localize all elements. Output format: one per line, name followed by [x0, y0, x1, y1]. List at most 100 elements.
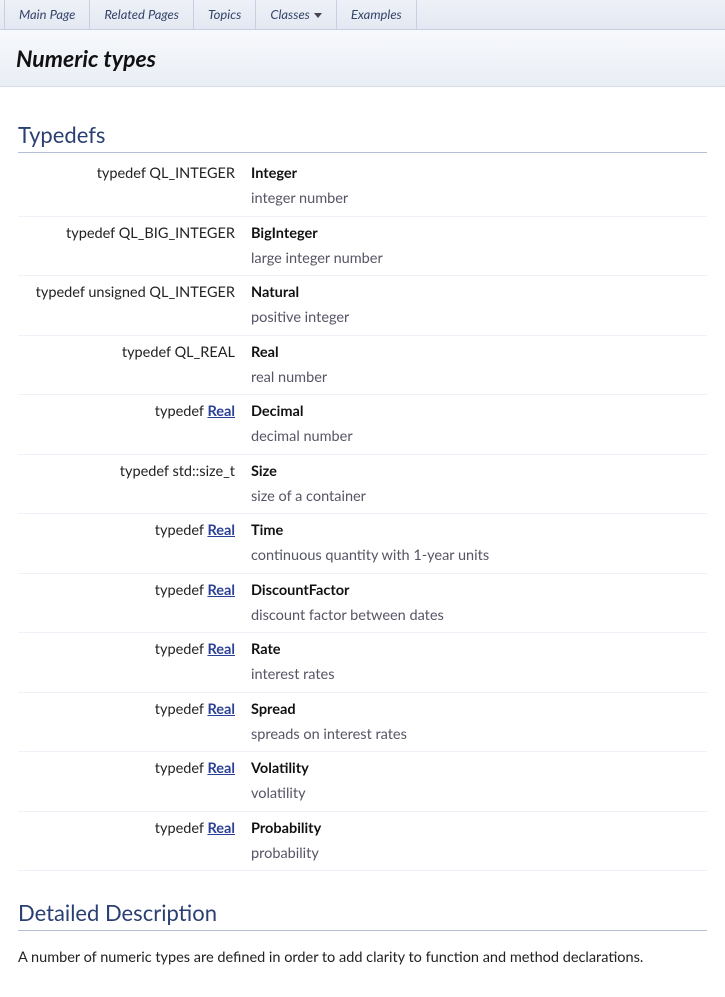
typedef-type: typedef Real: [18, 692, 243, 722]
typedef-desc-row: integer number: [18, 186, 707, 215]
typedef-name[interactable]: Volatility: [251, 760, 309, 777]
tab-classes[interactable]: Classes: [256, 0, 337, 29]
typedef-row: typedef Real Spread: [18, 692, 707, 722]
typedef-keyword: typedef: [122, 344, 175, 361]
tab-label: Main Page: [19, 6, 75, 22]
title-bar: Numeric types: [0, 30, 725, 87]
typedef-desc-row: large integer number: [18, 246, 707, 275]
typedef-keyword: typedef: [66, 225, 119, 242]
typedef-desc: size of a container: [243, 484, 707, 513]
typedef-desc: positive integer: [243, 305, 707, 334]
typedef-keyword: typedef: [155, 760, 208, 777]
typedef-keyword: typedef: [120, 463, 173, 480]
tab-topics[interactable]: Topics: [194, 0, 256, 29]
typedef-desc-row: probability: [18, 841, 707, 870]
typedef-desc-row: positive integer: [18, 305, 707, 334]
typedef-keyword: typedef: [155, 701, 208, 718]
content: Typedefs typedef QL_INTEGER Integer intege…: [0, 87, 725, 997]
typedef-name-cell: Natural: [243, 276, 707, 306]
typedef-type: typedef Real: [18, 633, 243, 663]
typedef-desc-row: real number: [18, 365, 707, 394]
typedef-desc-row: volatility: [18, 781, 707, 810]
typedef-name-cell: Volatility: [243, 752, 707, 782]
typedef-name-cell: Spread: [243, 692, 707, 722]
typedef-name-cell: DiscountFactor: [243, 573, 707, 603]
typedef-keyword: typedef: [155, 403, 208, 420]
typedef-row: typedef Real Rate: [18, 633, 707, 663]
tab-label: Examples: [351, 6, 402, 22]
typedef-type: typedef Real: [18, 573, 243, 603]
typedef-name-cell: Real: [243, 335, 707, 365]
typedef-row: typedef QL_REAL Real: [18, 335, 707, 365]
typedef-row: typedef Real Decimal: [18, 395, 707, 425]
typedef-type: typedef std::size_t: [18, 454, 243, 484]
page-title: Numeric types: [16, 44, 709, 72]
typedef-keyword: typedef: [97, 165, 150, 182]
type-plain: QL_REAL: [175, 344, 235, 361]
tab-examples[interactable]: Examples: [337, 0, 417, 29]
type-plain: QL_INTEGER: [149, 165, 235, 182]
typedef-type: typedef QL_BIG_INTEGER: [18, 216, 243, 246]
typedefs-table: typedef QL_INTEGERIntegerinteger numbert…: [18, 157, 707, 871]
typedef-name-cell: BigInteger: [243, 216, 707, 246]
typedef-type: typedef Real: [18, 811, 243, 841]
typedef-name-cell: Decimal: [243, 395, 707, 425]
typedef-row: typedef unsigned QL_INTEGER Natural: [18, 276, 707, 306]
typedef-keyword: typedef: [155, 522, 208, 539]
type-plain: std::size_t: [172, 463, 235, 480]
row-separator: [18, 870, 707, 871]
typedef-desc: decimal number: [243, 424, 707, 453]
type-plain: QL_BIG_INTEGER: [119, 225, 235, 242]
type-link[interactable]: Real: [207, 760, 235, 777]
type-link[interactable]: Real: [207, 641, 235, 658]
tab-related-pages[interactable]: Related Pages: [90, 0, 194, 29]
typedef-keyword: typedef: [36, 284, 89, 301]
typedefs-heading: Typedefs: [18, 121, 707, 153]
typedef-name[interactable]: Integer: [251, 165, 297, 182]
type-link[interactable]: Real: [207, 701, 235, 718]
typedef-name[interactable]: Probability: [251, 820, 321, 837]
typedef-name[interactable]: BigInteger: [251, 225, 318, 242]
typedef-desc-row: size of a container: [18, 484, 707, 513]
typedef-type: typedef QL_INTEGER: [18, 157, 243, 186]
typedef-type: typedef Real: [18, 395, 243, 425]
tab-main-page[interactable]: Main Page: [4, 0, 90, 29]
typedef-desc: continuous quantity with 1-year units: [243, 543, 707, 572]
typedef-name[interactable]: Spread: [251, 701, 296, 718]
typedef-type: typedef QL_REAL: [18, 335, 243, 365]
type-link[interactable]: Real: [207, 582, 235, 599]
typedef-row: typedef Real DiscountFactor: [18, 573, 707, 603]
typedef-row: typedef Real Time: [18, 514, 707, 544]
typedef-row: typedef Real Volatility: [18, 752, 707, 782]
typedef-name[interactable]: Natural: [251, 284, 299, 301]
typedef-name[interactable]: Real: [251, 344, 279, 361]
typedef-desc: real number: [243, 365, 707, 394]
typedef-name[interactable]: Decimal: [251, 403, 303, 420]
typedef-name[interactable]: DiscountFactor: [251, 582, 349, 599]
typedef-name-cell: Time: [243, 514, 707, 544]
typedef-desc: volatility: [243, 781, 707, 810]
typedef-name-cell: Probability: [243, 811, 707, 841]
typedef-row: typedef std::size_t Size: [18, 454, 707, 484]
typedef-desc: integer number: [243, 186, 707, 215]
typedef-type: typedef Real: [18, 752, 243, 782]
type-link[interactable]: Real: [207, 403, 235, 420]
typedef-desc: interest rates: [243, 662, 707, 691]
typedef-name[interactable]: Rate: [251, 641, 281, 658]
typedef-keyword: typedef: [155, 582, 208, 599]
typedef-name[interactable]: Size: [251, 463, 277, 480]
type-link[interactable]: Real: [207, 522, 235, 539]
typedef-name[interactable]: Time: [251, 522, 283, 539]
type-plain: unsigned QL_INTEGER: [88, 284, 235, 301]
typedef-desc-row: discount factor between dates: [18, 603, 707, 632]
tab-label: Classes: [270, 6, 310, 22]
typedef-desc: probability: [243, 841, 707, 870]
typedef-type: typedef unsigned QL_INTEGER: [18, 276, 243, 306]
typedef-desc-row: spreads on interest rates: [18, 722, 707, 751]
tabs-bar: Main Page Related PagesTopics Classes Examp…: [0, 0, 725, 30]
type-link[interactable]: Real: [207, 820, 235, 837]
typedef-desc-row: interest rates: [18, 662, 707, 691]
typedef-name-cell: Rate: [243, 633, 707, 663]
typedef-name-cell: Integer: [243, 157, 707, 186]
typedef-desc-row: decimal number: [18, 424, 707, 453]
